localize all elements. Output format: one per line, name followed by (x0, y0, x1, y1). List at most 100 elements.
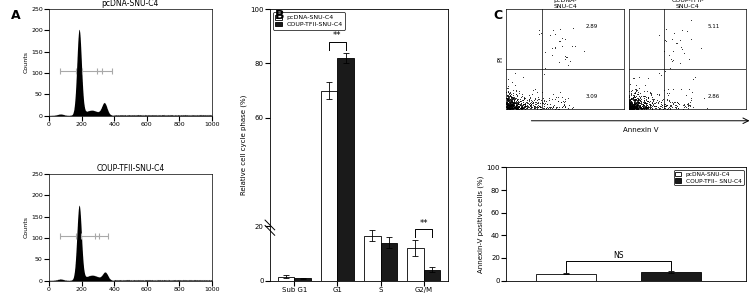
Point (538, 98, 550, 102)
Point (504, 100, 516, 105)
Point (507, 100, 520, 105)
Point (513, 104, 526, 109)
Text: NS: NS (614, 251, 624, 260)
Point (673, 106, 685, 111)
Point (627, 102, 639, 107)
Point (642, 95, 654, 100)
Point (626, 103, 638, 108)
Point (670, 106, 682, 110)
Point (685, 37, 697, 41)
Point (508, 97, 520, 102)
Point (503, 103, 515, 108)
Point (502, 106, 514, 110)
Point (510, 104, 523, 109)
Point (624, 92, 636, 96)
Point (688, 104, 700, 109)
Point (510, 98, 523, 103)
Point (661, 97, 673, 102)
Point (623, 95, 635, 100)
Point (656, 105, 668, 110)
Point (519, 101, 531, 106)
Point (648, 99, 660, 103)
Point (537, 100, 549, 105)
Point (543, 105, 555, 109)
Point (501, 99, 513, 104)
Point (553, 39, 565, 44)
Point (501, 106, 513, 111)
Point (623, 106, 635, 111)
Point (501, 100, 513, 105)
Point (519, 100, 531, 105)
Point (666, 37, 678, 41)
Point (503, 101, 515, 106)
Point (640, 105, 652, 109)
Point (510, 103, 523, 108)
Point (625, 105, 637, 109)
Point (631, 106, 643, 111)
Point (501, 93, 513, 98)
Point (644, 105, 656, 109)
Point (636, 104, 648, 109)
Point (636, 105, 648, 110)
Point (630, 99, 642, 104)
Point (502, 106, 514, 111)
Point (625, 95, 637, 100)
Point (524, 102, 536, 107)
Point (627, 104, 639, 109)
Point (502, 92, 514, 97)
Point (639, 94, 651, 99)
Point (503, 106, 515, 110)
Point (502, 103, 514, 108)
Point (630, 93, 642, 98)
Point (525, 102, 537, 106)
Point (641, 105, 653, 109)
Point (631, 97, 643, 102)
Point (567, 104, 579, 109)
Point (516, 92, 528, 97)
Point (502, 93, 514, 98)
Bar (424, 270, 440, 281)
Point (501, 104, 513, 109)
Point (516, 105, 528, 110)
Point (636, 104, 648, 109)
Point (632, 95, 644, 100)
Point (682, 102, 694, 107)
Point (502, 104, 514, 109)
Point (546, 106, 558, 110)
Point (676, 106, 688, 111)
Point (547, 105, 559, 110)
Point (501, 103, 513, 108)
Point (624, 100, 636, 105)
Point (624, 102, 636, 107)
Point (518, 105, 530, 109)
Text: **: ** (333, 30, 342, 40)
Point (663, 91, 675, 96)
Point (537, 106, 549, 111)
Point (655, 104, 667, 109)
Point (538, 106, 550, 110)
Point (654, 106, 667, 110)
Point (628, 102, 640, 106)
Point (629, 97, 641, 102)
Point (645, 102, 657, 107)
Point (549, 45, 561, 50)
Point (624, 105, 636, 109)
Point (502, 105, 514, 110)
Point (510, 103, 523, 108)
Point (630, 96, 642, 101)
Point (639, 100, 651, 105)
Point (526, 100, 538, 105)
Point (510, 92, 522, 96)
Point (523, 103, 535, 108)
Point (528, 103, 540, 108)
Point (630, 106, 642, 111)
Point (623, 106, 635, 111)
Point (624, 98, 636, 103)
Point (631, 99, 643, 104)
Point (651, 106, 663, 111)
Point (559, 54, 572, 59)
Point (633, 102, 645, 107)
Point (624, 106, 636, 111)
Point (630, 102, 642, 107)
Point (549, 106, 561, 111)
